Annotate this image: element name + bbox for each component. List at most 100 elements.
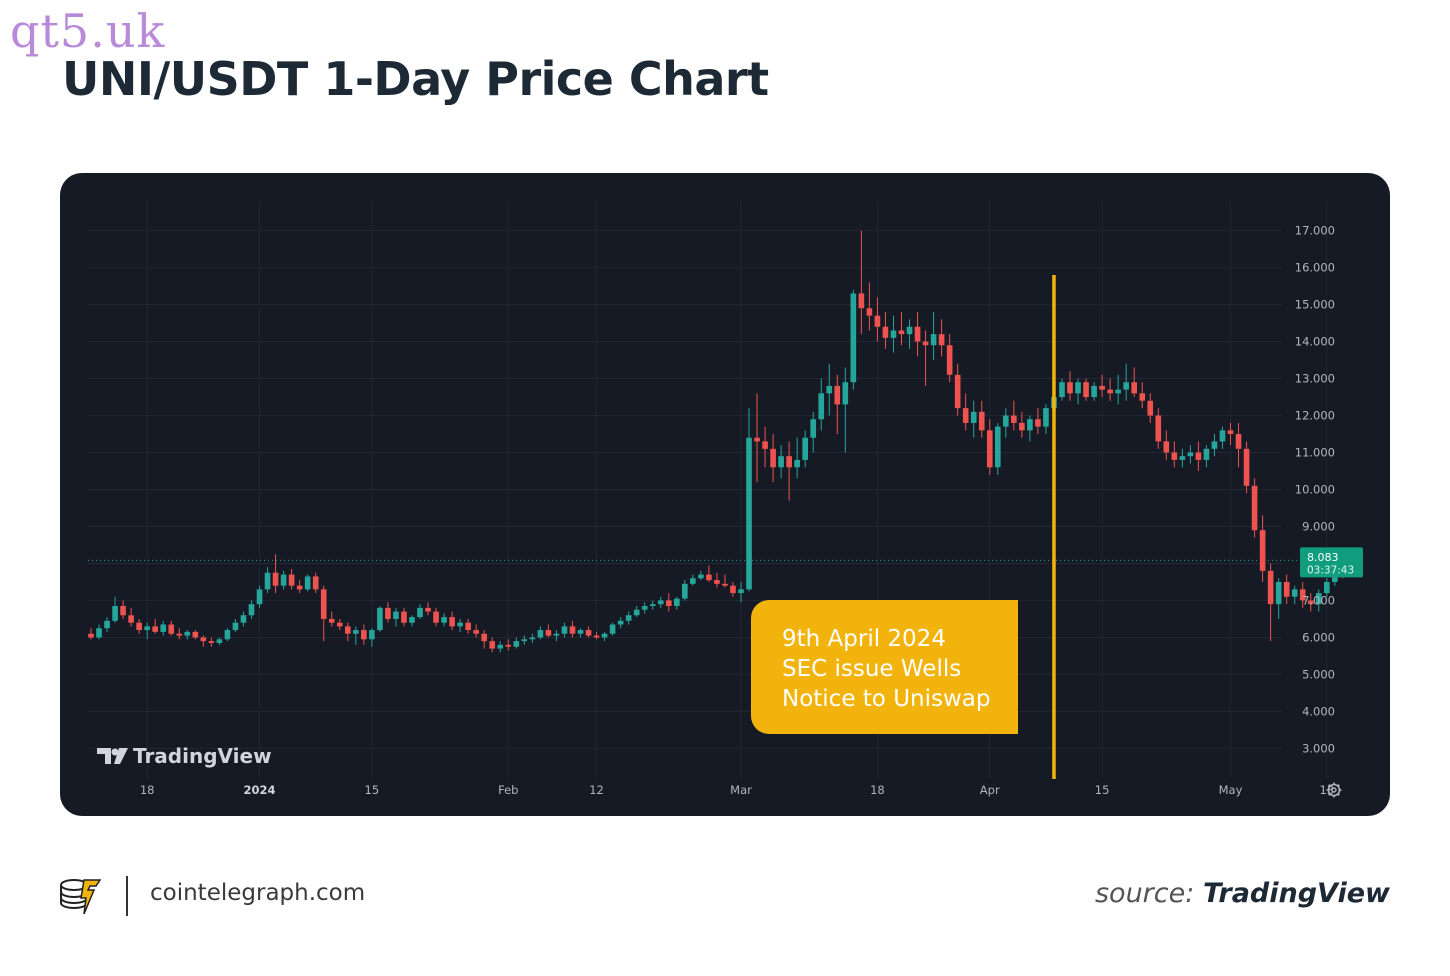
- page-title: UNI/USDT 1-Day Price Chart: [62, 52, 769, 106]
- x-tick-label: 12: [589, 783, 604, 797]
- candle-body: [1187, 452, 1194, 457]
- candle: [296, 580, 303, 594]
- candle-body: [1035, 419, 1041, 427]
- candle-body: [730, 585, 736, 594]
- candle: [200, 635, 207, 647]
- candle: [665, 593, 672, 612]
- candle-body: [264, 572, 271, 590]
- candle: [369, 628, 375, 647]
- candle: [1131, 367, 1138, 398]
- candle: [128, 607, 134, 627]
- candle-body: [208, 641, 215, 643]
- candle: [922, 330, 929, 386]
- candle: [1235, 422, 1242, 468]
- candle: [513, 637, 520, 649]
- candle-body: [88, 633, 94, 638]
- candle: [850, 289, 857, 390]
- candle-body: [1091, 385, 1097, 398]
- candle-body: [938, 334, 945, 346]
- candle: [994, 422, 1001, 475]
- x-tick-label: 18: [870, 783, 885, 797]
- candle-body: [328, 618, 335, 623]
- candle: [1187, 445, 1194, 464]
- x-tick-label: Apr: [980, 783, 1000, 797]
- candle-body: [104, 620, 110, 629]
- candle-body: [385, 607, 391, 619]
- candle: [457, 618, 463, 632]
- candle-body: [393, 611, 399, 619]
- candle: [232, 618, 239, 632]
- candle: [754, 393, 760, 483]
- footer-site-link[interactable]: cointelegraph.com: [150, 880, 366, 906]
- candle-body: [609, 624, 616, 634]
- candle-body: [1003, 415, 1009, 427]
- candle: [1035, 408, 1041, 435]
- candle: [1163, 430, 1170, 460]
- candle-body: [1139, 393, 1146, 401]
- source-name: TradingView: [1202, 878, 1390, 909]
- candle: [120, 600, 126, 619]
- candle-body: [288, 574, 295, 586]
- candle-body: [649, 604, 656, 607]
- chart-panel[interactable]: 3.0004.0005.0006.0007.0008.0009.00010.00…: [60, 173, 1390, 816]
- candle-body: [858, 293, 865, 309]
- candle-body: [120, 606, 126, 616]
- candle: [176, 628, 183, 640]
- candle: [320, 585, 327, 642]
- candle-body: [946, 345, 953, 375]
- candle: [906, 319, 913, 349]
- candle-body: [866, 308, 873, 316]
- candle-body: [136, 622, 142, 631]
- candle: [216, 637, 223, 645]
- candle-body: [409, 617, 415, 623]
- candle: [970, 400, 977, 438]
- candle-body: [1275, 581, 1282, 605]
- candle: [1283, 574, 1290, 605]
- candle: [361, 624, 367, 645]
- candle: [1251, 478, 1258, 538]
- y-tick-label: 4.000: [1302, 704, 1335, 718]
- candle-body: [152, 626, 159, 632]
- grid-layer: [88, 201, 1328, 778]
- candle: [738, 581, 744, 603]
- candle-body: [1251, 485, 1258, 531]
- candle-body: [569, 626, 576, 634]
- candle: [489, 637, 496, 653]
- candle: [874, 297, 881, 342]
- candle-body: [1203, 448, 1210, 460]
- candle: [441, 613, 447, 627]
- candle: [569, 620, 576, 638]
- candle: [377, 606, 383, 632]
- candle: [545, 624, 552, 638]
- candle: [1155, 408, 1162, 449]
- candle: [272, 554, 279, 594]
- candle: [641, 602, 648, 614]
- candle-body: [377, 607, 383, 631]
- y-tick-label: 17.000: [1295, 224, 1335, 238]
- candle-body: [144, 626, 150, 631]
- candle: [810, 411, 817, 453]
- candle-body: [890, 330, 897, 338]
- candle-body: [682, 583, 688, 599]
- candle: [978, 400, 985, 438]
- annotation-text-line: 9th April 2024: [782, 626, 946, 652]
- candle-body: [1155, 415, 1162, 442]
- candle-body: [874, 315, 881, 327]
- candle: [1043, 404, 1049, 435]
- candle-body: [698, 574, 704, 579]
- candle-body: [842, 382, 849, 405]
- candlestick-chart[interactable]: 3.0004.0005.0006.0007.0008.0009.00010.00…: [60, 173, 1390, 816]
- settings-gear-icon[interactable]: [1326, 782, 1342, 798]
- source-prefix: source:: [1094, 878, 1195, 909]
- candle: [192, 630, 199, 640]
- candle-body: [417, 607, 423, 618]
- candle: [481, 630, 488, 649]
- candle: [786, 441, 792, 501]
- candle-body: [986, 430, 993, 468]
- candle-body: [1243, 448, 1250, 486]
- y-tick-label: 10.000: [1295, 483, 1335, 497]
- candle: [1227, 422, 1234, 446]
- candle: [690, 574, 696, 586]
- candle: [938, 319, 945, 357]
- candle: [826, 363, 833, 416]
